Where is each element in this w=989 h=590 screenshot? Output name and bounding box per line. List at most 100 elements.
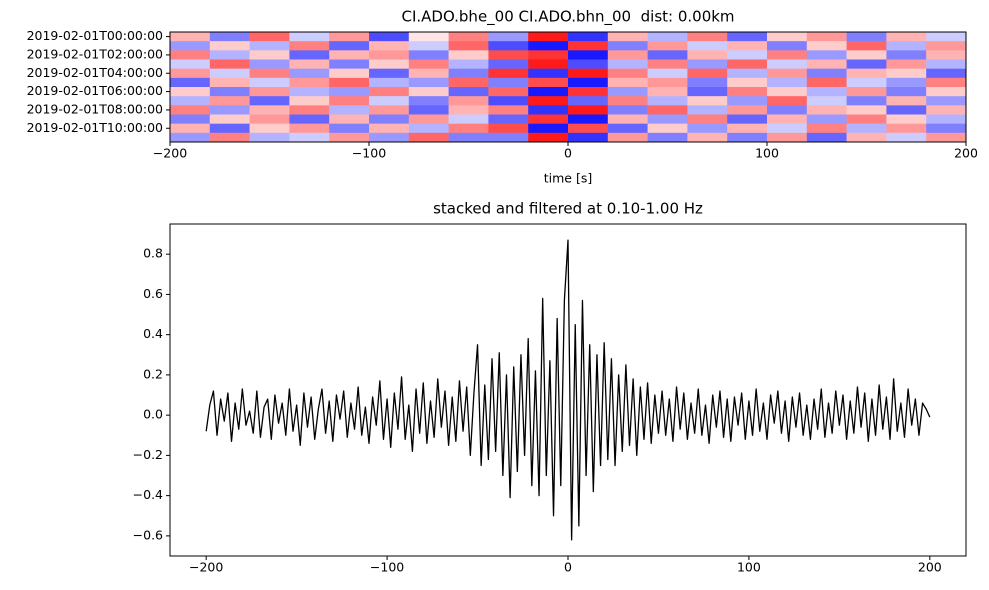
heatmap-cell [846, 77, 887, 88]
heatmap-cell [647, 105, 688, 115]
x-tick-label: 200 [954, 146, 978, 161]
heatmap-cell [926, 68, 966, 79]
heatmap-cell [607, 41, 648, 51]
heatmap-cell [528, 87, 569, 97]
heatmap-cell [528, 77, 569, 88]
y-tick-label: 2019-02-01T06:00:00 [27, 83, 163, 98]
y-tick-label: −0.4 [133, 487, 163, 502]
heatmap-cell [806, 77, 847, 88]
plot-area [205, 239, 931, 541]
heatmap-cell [886, 114, 927, 124]
heatmap-cell [329, 59, 370, 69]
heatmap-cell [488, 59, 529, 69]
correlation-panel: −200 −100 0 100 200 2019-02-01T00:00:00 2019-0… [27, 8, 978, 186]
heatmap-cell [170, 41, 211, 51]
heatmap-cell [806, 114, 847, 124]
x-tick-label: 200 [918, 560, 942, 575]
heatmap-cell [329, 87, 370, 97]
heatmap-cell [806, 32, 847, 42]
heatmap-cell [209, 50, 250, 60]
heatmap-cell [488, 87, 529, 97]
heatmap-cell [886, 68, 927, 79]
axes-title: CI.ADO.bhe_00 CI.ADO.bhn_00 dist: 0.00km [401, 8, 734, 27]
x-tick-label: 100 [755, 146, 779, 161]
heatmap-cell [408, 32, 449, 42]
heatmap-cell [687, 87, 728, 97]
heatmap-cell [289, 50, 330, 60]
heatmap-cell [568, 59, 609, 69]
heatmap-cell [926, 105, 966, 115]
x-axis-label: time [s] [544, 171, 592, 186]
heatmap-cell [568, 68, 609, 79]
heatmap-cell [687, 50, 728, 60]
y-tick-label: 2019-02-01T02:00:00 [27, 46, 163, 61]
heatmap-cell [369, 87, 410, 97]
axes-title: stacked and filtered at 0.10-1.00 Hz [433, 200, 703, 218]
heatmap-cell [687, 59, 728, 69]
heatmap-cell [249, 87, 290, 97]
heatmap-cell [846, 132, 887, 142]
heatmap-cell [408, 68, 449, 79]
heatmap-cell [846, 41, 887, 51]
heatmap-cell [408, 96, 449, 106]
heatmap-cell [369, 114, 410, 124]
x-tick-label: −200 [189, 560, 223, 575]
heatmap-cell [170, 77, 211, 88]
heatmap-cell [289, 87, 330, 97]
heatmap-cell [209, 41, 250, 51]
heatmap-cell [727, 41, 768, 51]
heatmap-cell [846, 50, 887, 60]
heatmap-cell [170, 96, 211, 106]
heatmap-cell [568, 123, 609, 134]
heatmap-cell [448, 114, 489, 124]
heatmap-cell [806, 87, 847, 97]
heatmap-cell [170, 132, 211, 142]
heatmap-cell [647, 68, 688, 79]
heatmap-cell [607, 68, 648, 79]
heatmap-cell [647, 77, 688, 88]
heatmap-cell [568, 87, 609, 97]
y-tick-label: 0.2 [143, 366, 163, 381]
heatmap-cell [568, 50, 609, 60]
heatmap-cell [329, 123, 370, 134]
heatmap-cell [408, 59, 449, 69]
heatmap-cell [687, 132, 728, 142]
heatmap-cell [846, 105, 887, 115]
heatmap-cell [369, 123, 410, 134]
heatmap-cell [448, 96, 489, 106]
heatmap-cell [209, 123, 250, 134]
x-tick-label: 0 [564, 560, 572, 575]
heatmap-cell [568, 105, 609, 115]
heatmap-cell [926, 32, 966, 42]
heatmap-cell [687, 114, 728, 124]
heatmap-cell [249, 59, 290, 69]
heatmap-cell [369, 77, 410, 88]
y-tick-label: 0.0 [143, 407, 163, 422]
heatmap-cell [289, 41, 330, 51]
heatmap-cell [607, 123, 648, 134]
heatmap-cell [209, 68, 250, 79]
heatmap-cell [329, 132, 370, 142]
heatmap-cell [448, 41, 489, 51]
heatmap-cell [408, 132, 449, 142]
heatmap-cell [607, 77, 648, 88]
heatmap-cell [488, 132, 529, 142]
heatmap-cell [209, 32, 250, 42]
heatmap-cell [767, 123, 808, 134]
heatmap-cell [806, 68, 847, 79]
heatmap-cell [568, 114, 609, 124]
heatmap-cell [647, 114, 688, 124]
heatmap-cell [448, 59, 489, 69]
heatmap-cell [767, 77, 808, 88]
heatmap-cell [926, 50, 966, 60]
heatmap-cell [727, 123, 768, 134]
heatmap-cell [926, 77, 966, 88]
heatmap-cell [926, 114, 966, 124]
heatmap-cell [607, 59, 648, 69]
heatmap-cell [488, 114, 529, 124]
heatmap-cell [528, 96, 569, 106]
heatmap-cell [568, 96, 609, 106]
heatmap-cell [647, 132, 688, 142]
heatmap-cell [687, 105, 728, 115]
